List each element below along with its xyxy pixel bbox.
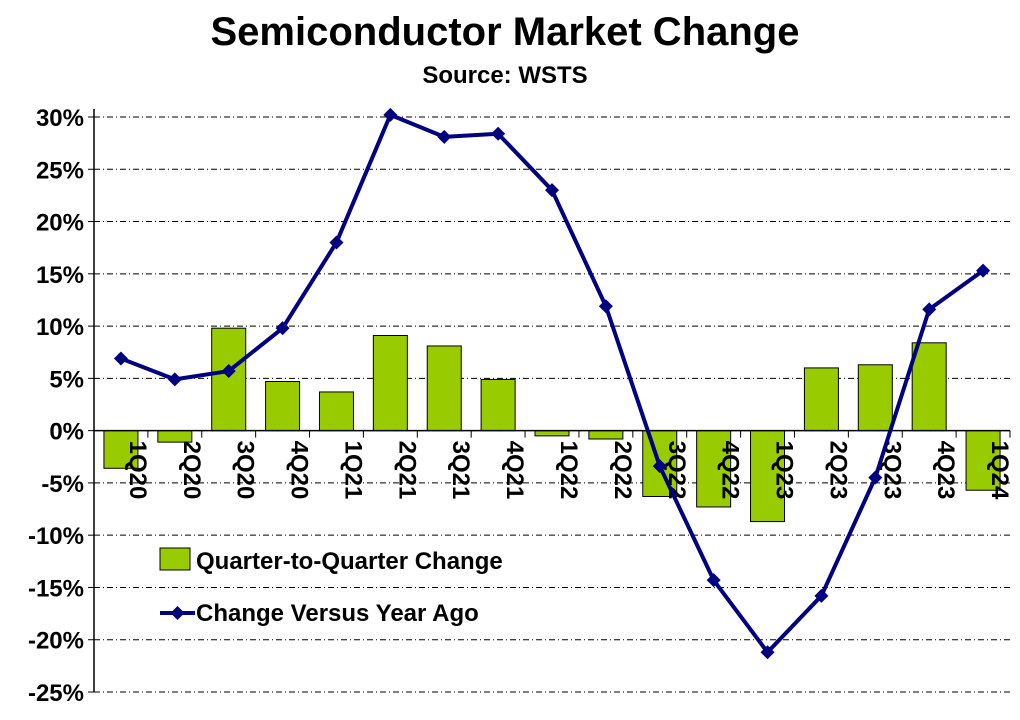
line-point <box>221 364 236 379</box>
y-tick-label: 15% <box>36 262 84 289</box>
legend-line-label: Change Versus Year Ago <box>196 600 479 627</box>
bar <box>857 364 893 432</box>
x-tick-label: 3Q22 <box>663 441 690 500</box>
x-tick-label: 1Q23 <box>771 441 798 500</box>
y-tick-label: -5% <box>41 471 84 498</box>
x-tick-label: 4Q23 <box>932 441 959 500</box>
x-tick-label: 4Q21 <box>501 441 528 500</box>
y-tick-label: -10% <box>28 523 84 550</box>
legend-line-marker <box>170 606 185 620</box>
line-point <box>760 645 775 660</box>
x-tick-label: 3Q20 <box>232 441 259 500</box>
line-point <box>113 351 128 366</box>
legend-bar-swatch <box>159 547 191 571</box>
line-point <box>814 588 829 603</box>
bar <box>318 391 354 432</box>
line-point <box>383 107 398 122</box>
y-tick-label: -20% <box>28 628 84 655</box>
bar <box>965 430 1001 491</box>
y-tick-label: 0% <box>49 419 84 446</box>
line-point <box>922 302 937 317</box>
line-point <box>329 235 344 250</box>
chart-subtitle: Source: WSTS <box>422 62 588 89</box>
x-tick-label: 1Q24 <box>986 441 1013 500</box>
bar <box>426 345 462 432</box>
x-tick-label: 1Q20 <box>124 441 151 500</box>
bar <box>534 430 570 437</box>
x-tick-label: 2Q22 <box>609 441 636 500</box>
y-tick-label: 20% <box>36 210 84 237</box>
line-point <box>275 321 290 336</box>
chart-title: Semiconductor Market Change <box>210 10 800 54</box>
line-point <box>976 263 991 278</box>
line-point <box>652 459 667 474</box>
x-tick-label: 1Q22 <box>555 441 582 500</box>
line-point <box>545 183 559 198</box>
line-point <box>706 573 721 588</box>
y-tick-label: 5% <box>49 366 84 393</box>
x-tick-label: 4Q22 <box>717 441 744 500</box>
x-tick-label: 1Q21 <box>339 441 366 500</box>
y-tick-label: 30% <box>36 105 84 132</box>
bar <box>911 342 947 432</box>
line-point <box>167 372 182 387</box>
bar <box>211 327 247 432</box>
bar <box>803 367 839 432</box>
y-tick-label: -15% <box>28 575 84 602</box>
y-tick-label: 10% <box>36 314 84 341</box>
x-tick-label: 2Q21 <box>393 441 420 500</box>
bar <box>265 381 301 432</box>
y-tick-label: -25% <box>28 680 84 707</box>
bar <box>588 430 624 440</box>
line-point <box>491 126 506 141</box>
legend: Quarter-to-Quarter Change Change Versus … <box>159 547 503 627</box>
x-tick-label: 3Q21 <box>447 441 474 500</box>
bar <box>480 378 516 432</box>
legend-bar-label: Quarter-to-Quarter Change <box>196 548 503 575</box>
bar <box>696 430 732 508</box>
bar <box>372 335 408 432</box>
x-tick-label: 2Q20 <box>178 441 205 500</box>
y-tick-label: 25% <box>36 157 84 184</box>
x-tick-label: 4Q20 <box>286 441 313 500</box>
bar <box>103 430 139 469</box>
x-tick-label: 2Q23 <box>824 441 851 500</box>
bar <box>750 430 786 523</box>
line-point <box>868 470 883 485</box>
line-point <box>437 129 452 144</box>
line-point <box>598 299 613 314</box>
